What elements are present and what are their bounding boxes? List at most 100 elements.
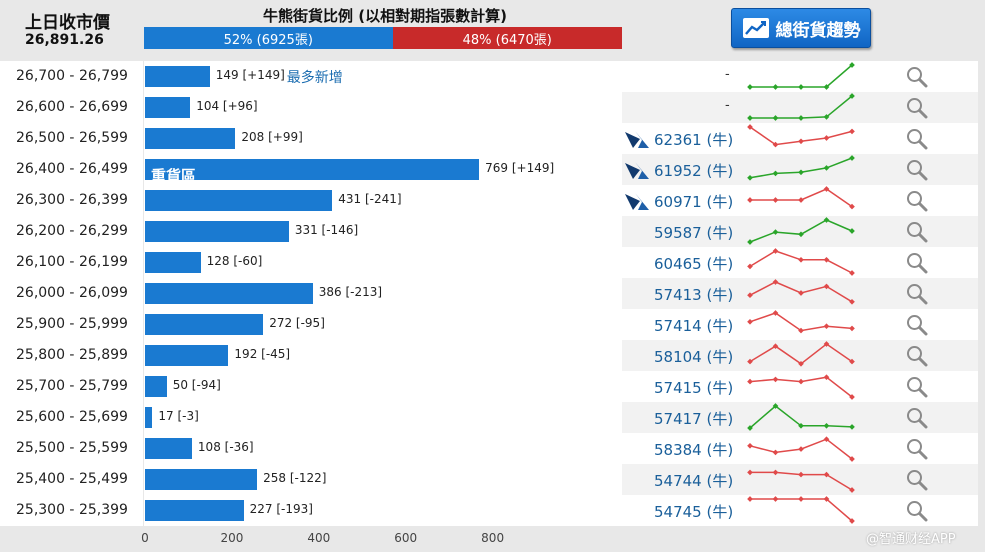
quantity-label: 258 [-122] (263, 471, 327, 485)
quantity-label: 192 [-45] (234, 347, 291, 361)
quantity-label: 769 [+149] (485, 161, 555, 175)
sparkline-point (823, 496, 830, 502)
quantity-bar (145, 376, 167, 397)
warrant-code-link[interactable]: 57414 (牛) (654, 317, 734, 335)
issuer-logo-icon (625, 193, 649, 210)
sparkline-point (772, 310, 779, 316)
warrant-cell: 59587 (牛) (622, 216, 978, 247)
x-axis: 0 200 400 600 800 (0, 527, 985, 552)
sparkline-point (849, 62, 855, 68)
table-row: 25,900 - 25,999 272 [-95] 57414 (牛) (0, 309, 985, 340)
warrant-code-link[interactable]: 57417 (牛) (654, 410, 734, 428)
search-icon[interactable] (906, 469, 928, 491)
sparkline-point (798, 138, 804, 145)
price-range: 26,700 - 26,799 (0, 61, 143, 92)
warrant-code-link[interactable]: 58104 (牛) (654, 348, 734, 366)
warrant-cell: 57415 (牛) (622, 371, 978, 402)
bear-ratio-segment: 48% (6470張) (392, 27, 622, 49)
sparkline-point (849, 270, 855, 276)
trend-sparkline (747, 374, 855, 400)
sparkline-point (772, 197, 779, 203)
search-icon[interactable] (906, 500, 928, 522)
warrant-code-link[interactable]: 62361 (牛) (654, 131, 734, 149)
heavy-zone-label: 重貨區 (151, 167, 197, 185)
price-range: 25,900 - 25,999 (0, 309, 143, 340)
quantity-bar (145, 407, 153, 428)
quantity-bar (145, 66, 210, 87)
sparkline-point (798, 446, 804, 452)
bar-cell: 258 [-122] (144, 464, 622, 495)
warrant-code-link[interactable]: 60971 (牛) (654, 193, 734, 211)
prev-close-label: 上日收市價 (25, 13, 110, 33)
quantity-label: 108 [-36] (197, 440, 254, 454)
warrant-code-link[interactable]: 58384 (牛) (654, 441, 734, 459)
x-tick-label: 800 (481, 531, 505, 545)
sparkline-path (750, 498, 853, 522)
quantity-label: 331 [-146] (294, 223, 359, 237)
quantity-bar (145, 128, 236, 149)
trend-sparkline (747, 341, 855, 367)
search-icon[interactable] (906, 252, 928, 274)
sparkline-point (849, 228, 855, 234)
search-icon[interactable] (906, 376, 928, 398)
bar-cell: 208 [+99] (144, 123, 622, 154)
sparkline-point (747, 197, 753, 203)
sparkline-point (798, 197, 804, 203)
sparkline-point (823, 323, 830, 330)
search-icon[interactable] (906, 128, 928, 150)
sparkline-point (747, 496, 753, 502)
warrant-code-link[interactable]: 54744 (牛) (654, 472, 734, 490)
table-row: 26,000 - 26,099 386 [-213] 57413 (牛) (0, 278, 985, 309)
quantity-label: 227 [-193] (249, 502, 313, 516)
sparkline-path (749, 219, 853, 243)
search-icon[interactable] (906, 345, 928, 367)
warrant-code-link[interactable]: 61952 (牛) (654, 162, 734, 180)
sparkline-point (747, 442, 753, 449)
warrant-cell: 58104 (牛) (622, 340, 978, 371)
sparkline-point (798, 378, 804, 385)
table-row: 26,500 - 26,599 208 [+99] 62361 (牛) (0, 123, 985, 154)
bar-cell: 50 [-94] (144, 371, 622, 402)
search-icon[interactable] (906, 190, 928, 212)
table-row: 25,800 - 25,899 192 [-45] 58104 (牛) (0, 340, 985, 371)
bar-cell: 331 [-146] (144, 216, 622, 247)
search-icon[interactable] (906, 438, 928, 460)
quantity-label: 272 [-95] (269, 316, 325, 330)
table-row: 25,300 - 25,399 227 [-193] 54745 (牛) (0, 495, 985, 526)
sparkline-point (823, 341, 830, 347)
warrant-code-link[interactable]: 57415 (牛) (654, 379, 734, 397)
quantity-bar (145, 469, 258, 490)
trend-sparkline (747, 124, 855, 148)
sparkline-point (823, 283, 830, 290)
warrant-code-link[interactable]: 57413 (牛) (654, 286, 734, 304)
sparkline-point (772, 343, 779, 350)
warrant-code-link[interactable]: 54745 (牛) (654, 503, 734, 521)
sparkline-point (772, 279, 779, 285)
price-range: 26,000 - 26,099 (0, 278, 143, 309)
search-icon[interactable] (906, 97, 928, 119)
sparkline-point (747, 239, 753, 245)
price-range: 26,400 - 26,499 (0, 154, 143, 185)
search-icon[interactable] (906, 283, 928, 305)
sparkline-point (747, 358, 753, 365)
bar-cell: 227 [-193] (144, 495, 622, 526)
bar-cell: 108 [-36] (144, 433, 622, 464)
warrant-code-link[interactable]: 59587 (牛) (654, 224, 734, 242)
search-icon[interactable] (906, 314, 928, 336)
search-icon[interactable] (906, 159, 928, 181)
search-icon[interactable] (906, 221, 928, 243)
sparkline-point (747, 263, 753, 270)
sparkline-point (772, 376, 779, 383)
search-icon[interactable] (906, 66, 928, 88)
sparkline-point (798, 422, 804, 429)
no-warrant-dash: - (725, 67, 730, 82)
quantity-bar (145, 500, 244, 521)
warrant-code-link[interactable]: 60465 (牛) (654, 255, 734, 273)
price-range: 25,600 - 25,699 (0, 402, 143, 433)
sparkline-path (750, 64, 853, 88)
total-trend-button[interactable]: 總街貨趨勢 (731, 8, 871, 48)
search-icon[interactable] (906, 407, 928, 429)
sparkline-point (823, 114, 830, 120)
sparkline-point (798, 84, 804, 90)
sparkline-point (823, 217, 830, 223)
